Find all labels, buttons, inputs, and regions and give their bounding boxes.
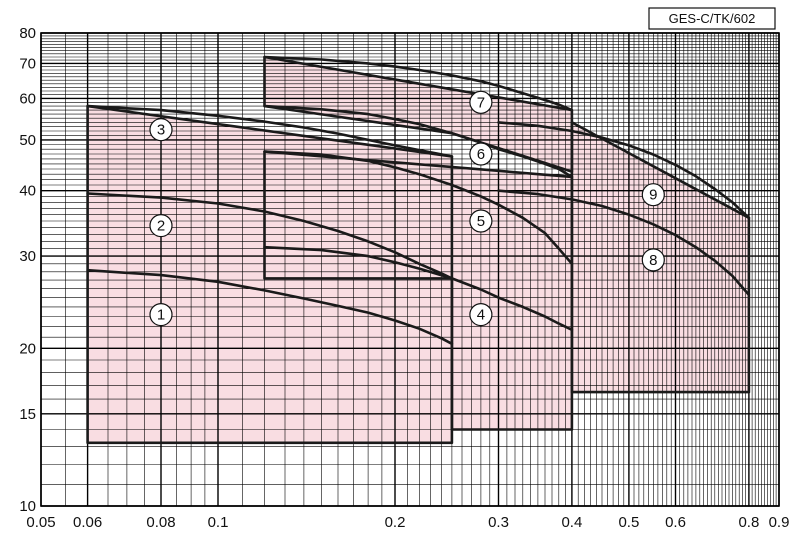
curve-label-8: 8 — [641, 248, 665, 272]
y-tick-label: 70 — [19, 55, 36, 72]
label-circle — [149, 118, 173, 142]
label-circle — [469, 90, 493, 114]
x-tick-label: 0.05 — [26, 514, 55, 531]
label-number: 8 — [649, 252, 657, 269]
pump-curve-9 — [497, 121, 751, 220]
pump-curves — [86, 55, 751, 445]
label-circle — [149, 214, 173, 238]
x-tick-label: 0.2 — [385, 514, 406, 531]
x-tick-label: 0.3 — [488, 514, 509, 531]
label-circle — [469, 303, 493, 327]
x-tick-label: 0.8 — [738, 514, 759, 531]
x-tick-label: 0.6 — [665, 514, 686, 531]
pump-curve-3 — [86, 104, 454, 158]
label-circle — [469, 142, 493, 166]
y-tick-label: 50 — [19, 132, 36, 149]
label-number: 7 — [477, 94, 485, 111]
x-tick-label: 0.1 — [208, 514, 229, 531]
curve-label-2: 2 — [149, 214, 173, 238]
curve-label-9: 9 — [641, 183, 665, 207]
plot-frame — [40, 32, 780, 507]
pump-curve-6 — [263, 104, 574, 179]
label-number: 3 — [157, 122, 165, 139]
curve-label-6: 6 — [469, 142, 493, 166]
y-tick-label: 60 — [19, 90, 36, 107]
pump-curve-7 — [263, 55, 574, 112]
label-number: 4 — [477, 307, 485, 324]
pump-curve-2 — [86, 192, 454, 280]
label-number: 1 — [157, 307, 165, 324]
chart-code-box: GES-C/TK/602 — [648, 7, 776, 30]
x-tick-label: 0.5 — [618, 514, 639, 531]
axis-ticks: 0.05 0.06 0.08 0.1 0.2 0.3 0.4 0.5 0.6 0.8 0.91015… — [19, 25, 789, 531]
label-circle — [641, 248, 665, 272]
label-number: 9 — [649, 187, 657, 204]
label-circle — [641, 183, 665, 207]
curve-label-1: 1 — [149, 303, 173, 327]
label-number: 2 — [157, 218, 165, 235]
pump-curve-4 — [263, 245, 574, 332]
y-tick-label: 40 — [19, 183, 36, 200]
y-tick-label: 20 — [19, 340, 36, 357]
y-tick-label: 30 — [19, 248, 36, 265]
y-tick-label: 80 — [19, 25, 36, 42]
curve-label-4: 4 — [469, 303, 493, 327]
chart-code: GES-C/TK/602 — [669, 11, 756, 26]
x-tick-label: 0.4 — [561, 514, 582, 531]
curve-label-7: 7 — [469, 90, 493, 114]
pump-curve-5 — [263, 150, 574, 266]
label-circle — [469, 209, 493, 233]
label-number: 6 — [477, 146, 485, 163]
y-tick-label: 15 — [19, 406, 36, 423]
pump-curve-1 — [86, 268, 454, 346]
curve-label-3: 3 — [149, 118, 173, 142]
pump-curve-8 — [497, 189, 751, 297]
curve-label-5: 5 — [469, 209, 493, 233]
curve-labels: 1 2 3 4 5 6 7 8 9 — [149, 90, 665, 327]
x-tick-label: 0.9 — [769, 514, 790, 531]
y-tick-label: 10 — [19, 498, 36, 515]
x-tick-label: 0.06 — [73, 514, 102, 531]
label-circle — [149, 303, 173, 327]
label-number: 5 — [477, 213, 485, 230]
x-tick-label: 0.08 — [146, 514, 175, 531]
